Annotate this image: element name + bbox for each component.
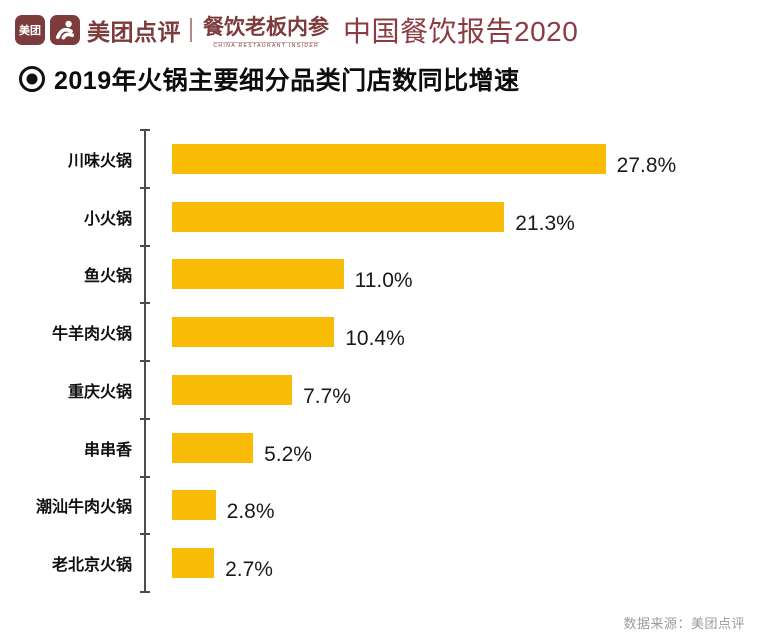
value-label: 27.8% [616,153,677,177]
partner-logo: 餐饮老板内参 CHINA RESTAURANT INSIDER [203,11,329,50]
chart-row: 小火锅 21.3% [20,188,745,246]
bar [172,317,335,348]
axis-tick [140,129,150,131]
value-label: 2.7% [225,558,273,582]
report-title: 中国餐饮报告2020 [343,16,579,47]
category-label: 串串香 [83,441,132,459]
chart-row: 潮汕牛肉火锅 2.8% [20,477,745,535]
category-label: 老北京火锅 [51,557,132,575]
category-label: 重庆火锅 [67,383,132,401]
bar [172,548,215,579]
value-label: 21.3% [515,211,575,235]
meituan-logo: 美团 [15,15,45,45]
chart-row: 重庆火锅 7.7% [20,361,745,419]
category-label: 牛羊肉火锅 [51,326,132,344]
chart-title: 2019年火锅主要细分品类门店数同比增速 [54,67,520,95]
axis-tick [140,302,150,305]
axis-tick [140,244,150,247]
chart-row: 川味火锅 27.8% [20,130,745,188]
chart-row: 老北京火锅 2.7% [20,534,745,592]
value-label: 5.2% [264,442,312,466]
dianping-kangaroo-icon [50,15,80,45]
bar [172,143,606,174]
value-label: 2.8% [226,500,275,524]
meituan-logo-text: 美团 [19,25,41,37]
category-label: 潮汕牛肉火锅 [35,499,132,517]
bar [172,490,216,521]
section-title-row: 2019年火锅主要细分品类门店数同比增速 [19,58,520,100]
chart-row: 鱼火锅 11.0% [20,246,745,304]
axis-tick [140,591,150,593]
partner-name: 餐饮老板内参 [203,14,329,39]
value-label: 10.4% [345,327,405,351]
bar [172,432,254,463]
category-label: 川味火锅 [67,152,132,170]
partner-subtitle: CHINA RESTAURANT INSIDER [213,41,319,49]
chart-row: 串串香 5.2% [20,419,745,477]
axis-tick [140,417,150,420]
value-label: 11.0% [354,269,413,293]
axis-tick [140,186,150,189]
radio-bullet-icon [19,66,45,92]
value-label: 7.7% [303,384,351,408]
header: 美团 美团点评 餐饮老板内参 CHINA RESTAURANT INSIDER … [15,9,746,51]
bar [172,259,344,290]
axis-tick [140,475,150,478]
bar [172,374,293,405]
axis-tick [140,533,150,536]
chart-rows: 川味火锅 27.8% 小火锅 21.3% 鱼火锅 11.0% 牛羊肉火锅 10.4% 重庆火锅 7… [20,130,745,592]
axis-tick [140,360,150,362]
source-note: 数据来源：美团点评 [623,616,745,631]
bar-chart: 川味火锅 27.8% 小火锅 21.3% 鱼火锅 11.0% 牛羊肉火锅 10.4% 重庆火锅 7… [20,129,745,593]
chart-row: 牛羊肉火锅 10.4% [20,303,745,361]
header-divider [190,18,192,42]
bar [172,201,505,232]
brand-name: 美团点评 [87,19,181,45]
category-label: 鱼火锅 [83,268,132,286]
category-label: 小火锅 [83,210,132,228]
